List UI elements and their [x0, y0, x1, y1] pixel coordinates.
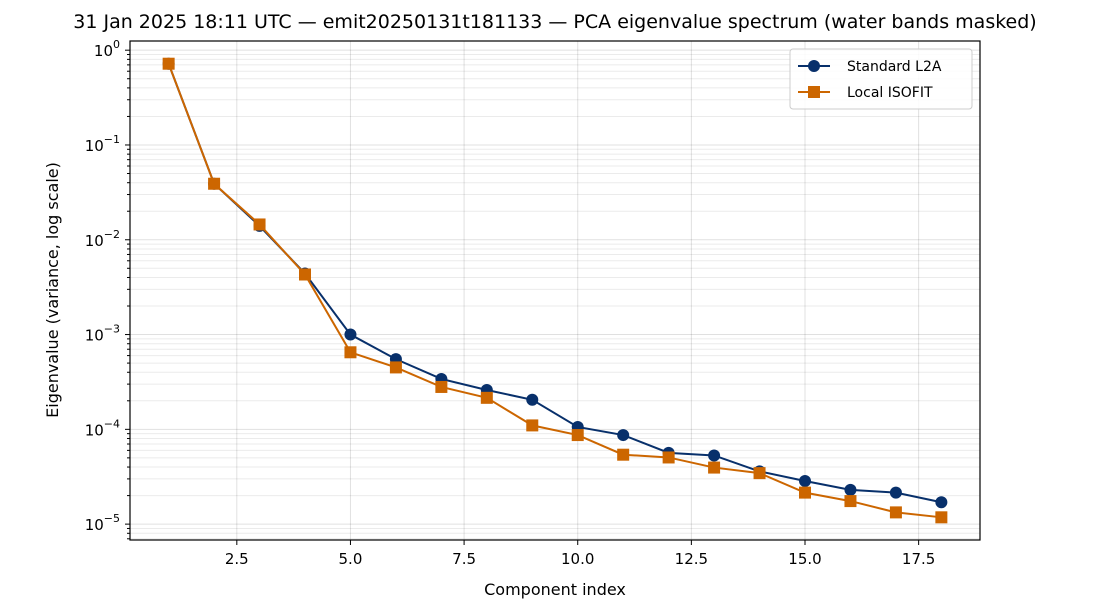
- data-point-local-isofit: [889, 506, 902, 519]
- data-point-local-isofit: [526, 419, 539, 432]
- series-local-isofit: [162, 57, 948, 524]
- x-axis: 2.5 5.0 7.5 10.0 12.5 15.0 17.5: [225, 540, 935, 568]
- data-point-local-isofit: [571, 429, 584, 442]
- data-point-local-isofit: [253, 218, 266, 231]
- x-tick-label: 17.5: [902, 550, 935, 568]
- data-point-local-isofit: [844, 495, 857, 508]
- chart-title: 31 Jan 2025 18:11 UTC — emit20250131t181…: [73, 11, 1036, 33]
- data-point-standard-l2a: [526, 393, 539, 406]
- legend: Standard L2A Local ISOFIT: [789, 48, 973, 110]
- x-tick-label: 2.5: [225, 550, 249, 568]
- data-point-local-isofit: [753, 467, 766, 480]
- y-tick-label: 10−5: [85, 512, 120, 534]
- data-point-local-isofit: [435, 380, 448, 393]
- y-tick-label: 100: [94, 38, 120, 60]
- data-point-standard-l2a: [935, 496, 948, 509]
- y-tick-label: 10−4: [85, 417, 120, 439]
- data-point-standard-l2a: [344, 328, 357, 341]
- data-point-standard-l2a: [617, 429, 630, 442]
- data-point-local-isofit: [208, 177, 221, 190]
- data-point-local-isofit: [708, 461, 721, 474]
- data-point-local-isofit: [480, 391, 493, 404]
- series-line-local-isofit: [167, 63, 942, 519]
- data-point-local-isofit: [617, 448, 630, 461]
- legend-marker-local-isofit: [808, 86, 820, 98]
- legend-label-standard-l2a: Standard L2A: [847, 59, 942, 75]
- x-tick-label: 5.0: [339, 550, 363, 568]
- grid: [130, 41, 980, 540]
- data-point-standard-l2a: [844, 483, 857, 496]
- data-point-local-isofit: [799, 486, 811, 499]
- data-point-local-isofit: [344, 346, 357, 359]
- y-axis: 100 10−1 10−2 10−3 10−4 10−5: [85, 38, 130, 540]
- series-standard-l2a: [162, 57, 948, 509]
- x-tick-label: 7.5: [452, 550, 476, 568]
- data-point-standard-l2a: [889, 486, 902, 499]
- data-point-standard-l2a: [799, 475, 811, 488]
- y-tick-label: 10−2: [85, 228, 120, 250]
- x-tick-label: 10.0: [561, 550, 594, 568]
- legend-marker-standard-l2a: [808, 60, 820, 72]
- y-axis-label: Eigenvalue (variance, log scale): [43, 162, 62, 418]
- x-tick-label: 12.5: [675, 550, 708, 568]
- data-point-local-isofit: [299, 268, 311, 281]
- x-axis-label: Component index: [484, 580, 626, 599]
- plot-area-frame: [129, 40, 981, 541]
- y-tick-label: 10−1: [85, 133, 120, 155]
- series-line-standard-l2a: [167, 63, 942, 504]
- data-point-local-isofit: [935, 511, 948, 524]
- series-group: [162, 57, 948, 524]
- data-point-local-isofit: [162, 57, 175, 70]
- x-tick-label: 15.0: [788, 550, 821, 568]
- data-point-local-isofit: [389, 361, 402, 374]
- legend-label-local-isofit: Local ISOFIT: [847, 85, 933, 101]
- legend-box: [789, 48, 973, 110]
- data-point-local-isofit: [662, 451, 675, 464]
- y-tick-label: 10−3: [85, 323, 120, 345]
- data-point-standard-l2a: [708, 449, 721, 462]
